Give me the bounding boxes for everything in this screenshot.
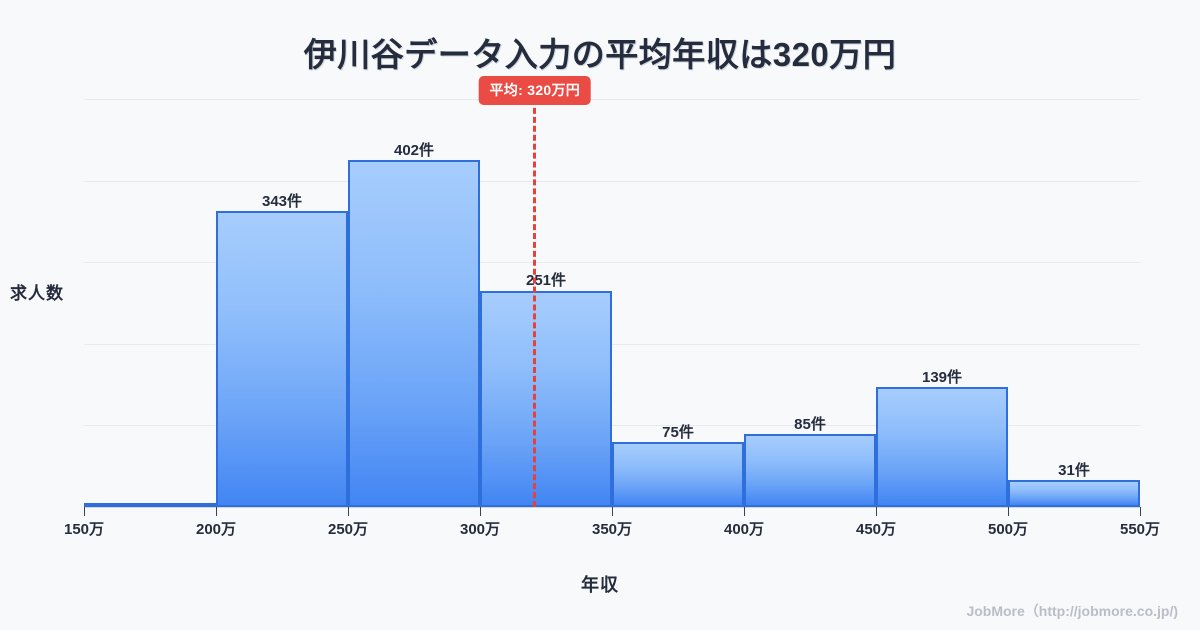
histogram-bar[interactable]	[744, 433, 876, 507]
x-axis-tick-label: 200万	[195, 521, 237, 538]
x-axis-title: 年収	[581, 575, 619, 595]
gridline	[84, 99, 1140, 100]
histogram-bar[interactable]	[480, 290, 612, 507]
x-axis-tick-label: 300万	[459, 521, 501, 538]
footer-watermark: JobMore（http://jobmore.co.jp/)	[966, 603, 1178, 619]
x-axis-tick-mark	[480, 507, 481, 516]
gridline	[84, 343, 1140, 345]
histogram-bar[interactable]	[348, 160, 480, 507]
bar-value-label: 31件	[1058, 462, 1090, 480]
x-axis-tick-mark	[744, 507, 745, 516]
histogram-bar[interactable]	[612, 442, 744, 507]
x-axis-tick-mark	[216, 507, 217, 516]
gridline	[84, 262, 1140, 264]
x-axis-tick-mark	[348, 507, 349, 516]
mean-badge: 平均: 320万円	[478, 76, 592, 105]
chart-title: 伊川谷データ入力の平均年収は320万円	[303, 36, 897, 73]
x-axis-tick-label: 550万	[1119, 521, 1161, 538]
gridline	[84, 425, 1140, 427]
x-axis-tick-label: 350万	[591, 521, 633, 538]
x-axis-tick-mark	[1140, 507, 1141, 516]
x-axis-tick-label: 150万	[63, 521, 105, 538]
x-axis-tick-mark	[84, 507, 85, 516]
x-axis-tick-mark	[1008, 507, 1009, 516]
x-axis-tick-label: 450万	[855, 521, 897, 538]
y-axis-title: 求人数	[10, 284, 64, 303]
bar-value-label: 85件	[794, 415, 826, 433]
mean-line	[532, 99, 536, 507]
bar-value-label: 75件	[662, 424, 694, 442]
bar-value-label: 343件	[261, 193, 303, 211]
bar-value-label: 139件	[921, 369, 963, 387]
x-axis-tick-label: 250万	[327, 521, 369, 538]
histogram-bar[interactable]	[84, 503, 216, 507]
gridline	[84, 180, 1140, 182]
bar-value-label: 402件	[393, 142, 435, 160]
histogram-bar[interactable]	[876, 387, 1008, 507]
bar-value-label: 251件	[525, 272, 567, 290]
x-axis-tick-mark	[612, 507, 613, 516]
histogram-bar[interactable]	[216, 211, 348, 507]
x-axis-tick-label: 500万	[987, 521, 1029, 538]
histogram-bar[interactable]	[1008, 480, 1140, 507]
x-axis-tick-label: 400万	[723, 521, 765, 538]
x-axis-tick-mark	[876, 507, 877, 516]
plot-area: 343件 402件 251件 75件 85件 139件 31件 平均: 320万円	[84, 76, 1140, 507]
